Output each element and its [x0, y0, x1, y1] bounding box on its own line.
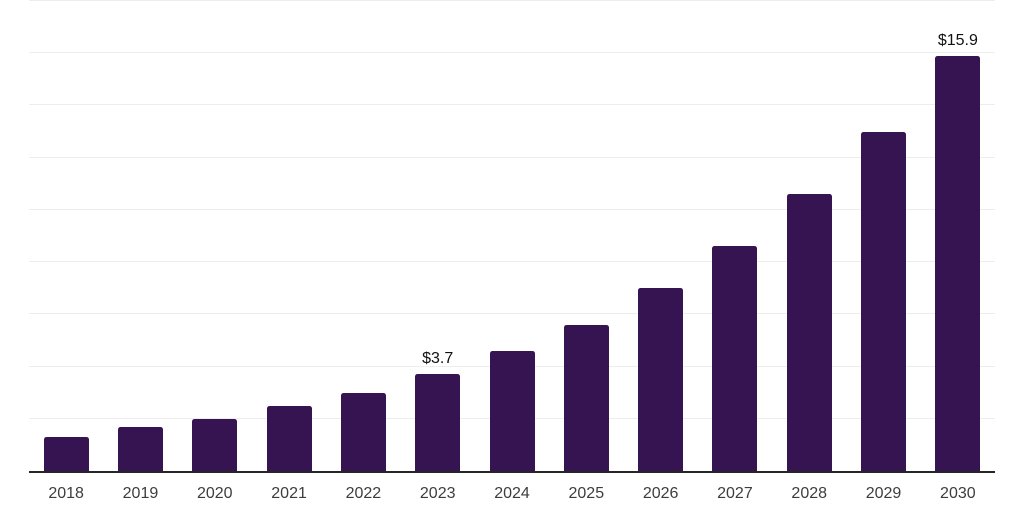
x-tick-2021: 2021	[271, 485, 307, 502]
x-tick-2022: 2022	[345, 485, 382, 502]
data-label-2023: $3.7	[422, 350, 454, 368]
x-tick-2025: 2025	[568, 485, 605, 502]
gridline	[29, 208, 995, 210]
x-tick-2020: 2020	[196, 485, 233, 502]
x-tick-2028: 2028	[791, 485, 828, 502]
bar-2029	[861, 131, 907, 471]
x-tick-2030: 2030	[940, 485, 976, 502]
plot-area: $3.7 $15.9	[29, 0, 995, 473]
gridline	[29, 0, 995, 1]
bar-2020	[192, 418, 238, 471]
bar-2024	[489, 350, 535, 471]
bar-2023	[415, 374, 461, 471]
gridline	[29, 104, 995, 106]
bar-2022	[340, 392, 386, 471]
gridline	[29, 52, 995, 54]
data-label-2030: $15.9	[937, 31, 978, 49]
bar-2027	[712, 246, 758, 471]
bar-2018	[43, 437, 89, 471]
x-tick-2018: 2018	[48, 485, 84, 502]
x-tick-2023: 2023	[419, 485, 456, 502]
gridline	[29, 261, 995, 263]
gridline	[29, 313, 995, 315]
bar-2026	[638, 288, 684, 471]
bar-2030	[935, 55, 981, 471]
x-tick-2026: 2026	[642, 485, 679, 502]
gridline	[29, 156, 995, 158]
x-tick-2029: 2029	[865, 485, 902, 502]
bar-2028	[786, 194, 832, 471]
x-axis-line	[29, 471, 995, 473]
x-tick-2019: 2019	[122, 485, 159, 502]
x-axis-labels: 2018 2019 2020 2021 2022 2023 2024 2025 2026 2027…	[29, 484, 995, 504]
bar-2021	[266, 405, 312, 471]
bar-2025	[563, 324, 609, 471]
x-tick-2027: 2027	[717, 485, 753, 502]
bar-2019	[117, 426, 163, 471]
x-tick-2024: 2024	[494, 485, 530, 502]
